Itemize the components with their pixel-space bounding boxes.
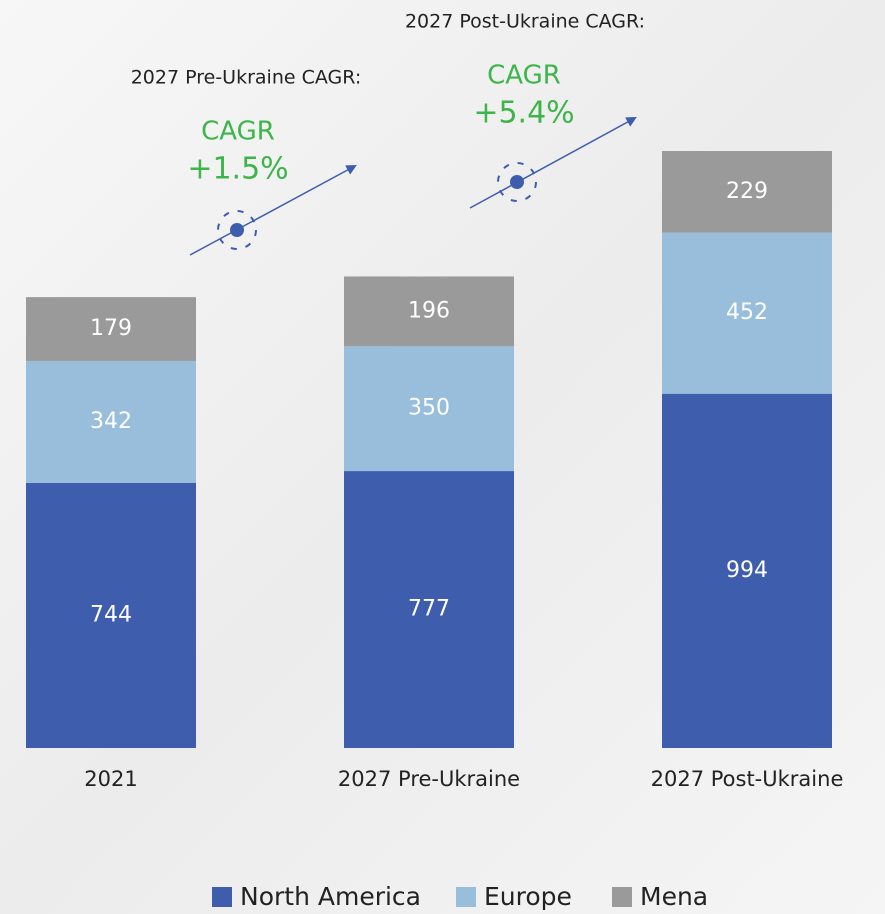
- legend-swatch: [212, 887, 232, 907]
- bar-segment: [344, 346, 514, 472]
- x-tick-label: 2027 Post-Ukraine: [651, 767, 844, 791]
- x-tick-label: 2021: [84, 767, 137, 791]
- legend-swatch: [612, 887, 632, 907]
- annotation: 2027 Pre-Ukraine CAGR:: [131, 67, 362, 89]
- bar-segment: [662, 393, 832, 748]
- bar-segment: [662, 232, 832, 394]
- arrow-pre: [189, 165, 357, 256]
- legend-swatch: [456, 887, 476, 907]
- legend-label: Mena: [640, 882, 708, 911]
- annotation: +1.5%: [187, 152, 288, 187]
- legend-label: North America: [240, 882, 421, 911]
- bar-segment: [26, 360, 196, 483]
- data-label: 994: [726, 558, 768, 583]
- annotation: +5.4%: [473, 96, 574, 131]
- data-label: 229: [726, 179, 768, 204]
- annotation: CAGR: [487, 61, 561, 91]
- bar-segment: [26, 482, 196, 748]
- bar-segment: [662, 151, 832, 233]
- data-label: 452: [726, 300, 768, 325]
- data-label: 777: [408, 597, 450, 622]
- arrow-post: [469, 116, 637, 209]
- data-label: 744: [90, 602, 132, 627]
- bar-segment: [26, 297, 196, 361]
- x-tick-label: 2027 Pre-Ukraine: [338, 767, 520, 791]
- data-label: 342: [90, 409, 132, 434]
- annotation: CAGR: [201, 117, 275, 147]
- data-label: 179: [90, 316, 132, 341]
- data-label: 350: [408, 396, 450, 421]
- data-label: 196: [408, 298, 450, 323]
- legend-label: Europe: [484, 882, 572, 911]
- annotation: 2027 Post-Ukraine CAGR:: [405, 11, 645, 33]
- bar-segment: [344, 276, 514, 347]
- bar-segment: [344, 471, 514, 748]
